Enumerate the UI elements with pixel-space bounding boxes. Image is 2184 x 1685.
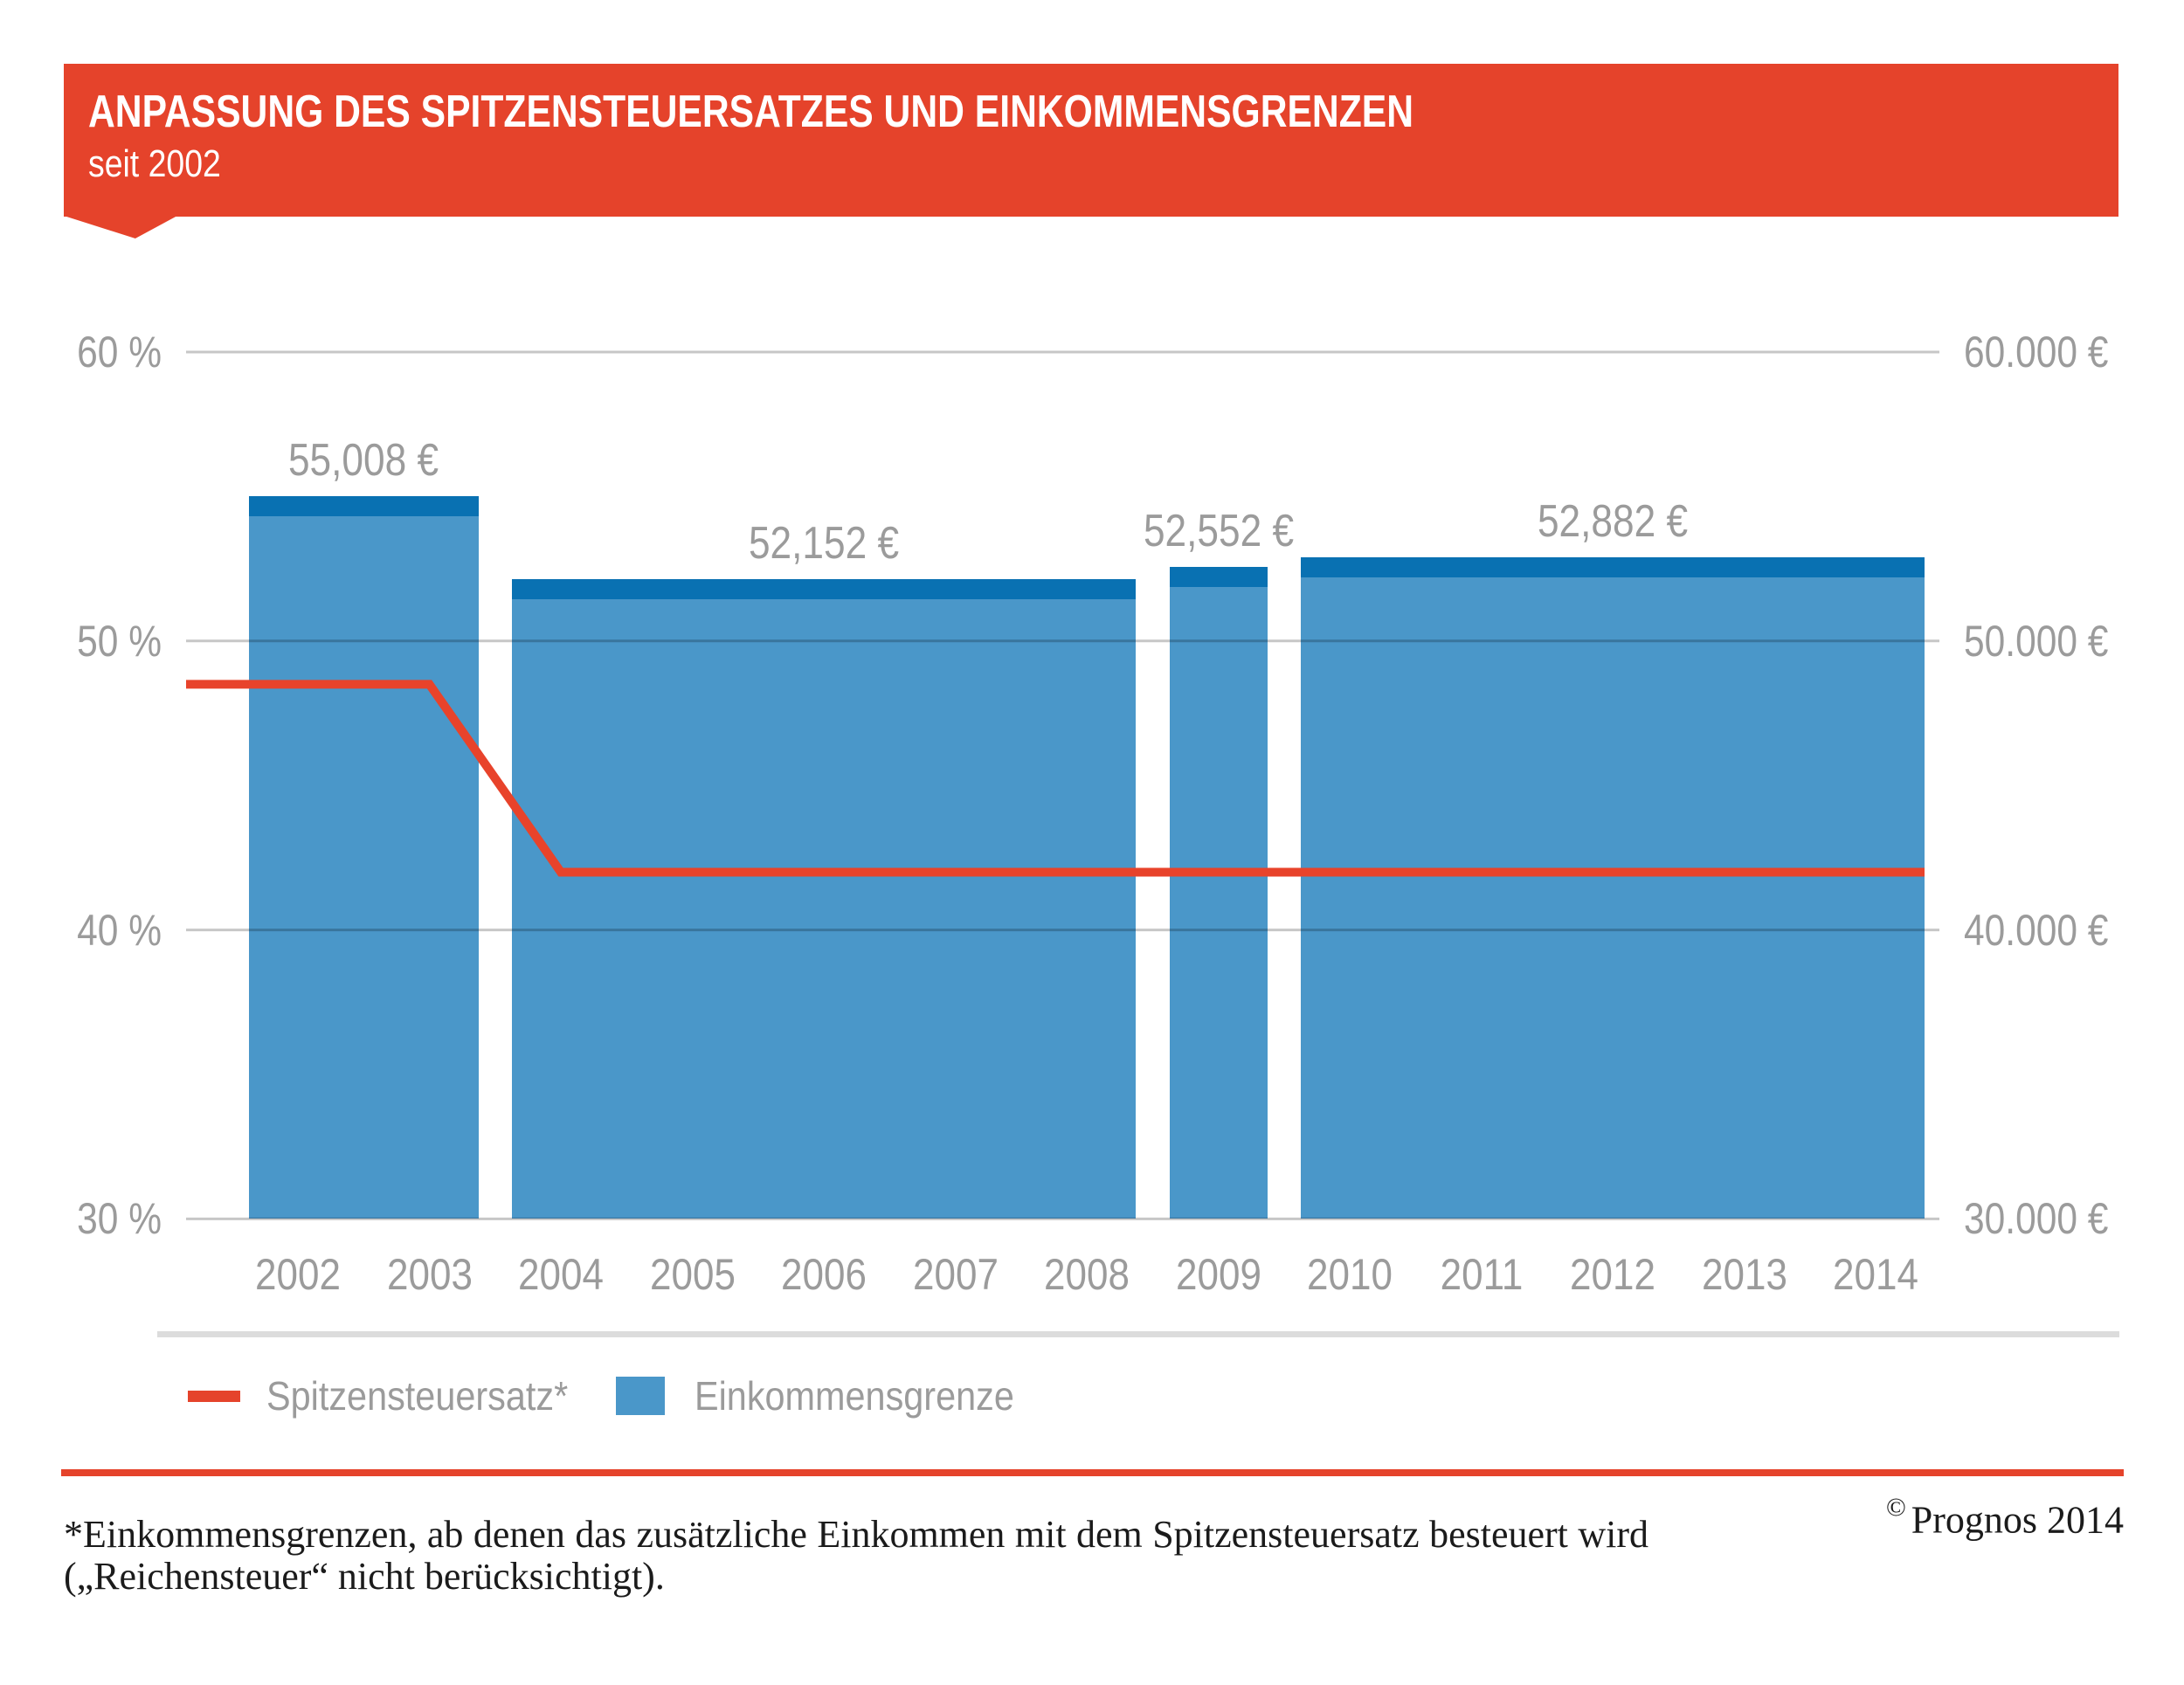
year-label-2010: 2010 [1307,1250,1393,1299]
bar-group-2009-2009 [1169,567,1268,1219]
legend-line-label: Spitzensteuersatz* [266,1373,569,1419]
year-label-2007: 2007 [912,1250,999,1299]
year-label-2014: 2014 [1833,1250,1918,1299]
year-label-2012: 2012 [1570,1250,1655,1299]
page-title: ANPASSUNG DES SPITZENSTEUERSATZES UND EI… [88,86,1414,137]
year-label-2009: 2009 [1175,1250,1261,1299]
y-axis-label-left-30: 30 % [77,1194,162,1244]
copyright-symbol: © [1885,1493,1906,1522]
year-label-2011: 2011 [1440,1250,1523,1299]
header-banner: ANPASSUNG DES SPITZENSTEUERSATZES UND EI… [64,64,2118,217]
y-axis-label-left-40: 40 % [77,905,162,955]
legend-line-swatch [188,1391,240,1402]
legend-bar-label: Einkommensgrenze [695,1373,1014,1419]
y-axis-label-left-60: 60 % [77,328,162,376]
bar-value-label-2004-2008: 52,152 € [748,517,900,569]
bar-value-label-2009-2009: 52,552 € [1143,506,1294,557]
year-label-2005: 2005 [649,1250,736,1299]
bar-cap-2009-2009 [1169,567,1268,588]
legend-bar-swatch [616,1377,665,1415]
year-label-2002: 2002 [255,1250,341,1299]
bar-value-label-2010-2014: 52,882 € [1537,496,1689,548]
year-label-2006: 2006 [781,1250,867,1299]
y-axis-label-left-50: 50 % [77,616,162,666]
x-axis-separator [157,1331,2119,1337]
banner-pointer-icon [64,216,177,238]
copyright: © Prognos 2014 [1886,1490,2124,1542]
bar-group-2004-2008 [512,578,1136,1219]
y-axis-label-right-40: 40.000 € [1964,905,2109,955]
y-axis-label-right-30: 30.000 € [1964,1194,2109,1244]
y-axis-label-right-60: 60.000 € [1964,328,2109,376]
bar-value-label-2002-2003: 55,008 € [288,435,439,487]
y-axis-label-right-50: 50.000 € [1964,616,2109,666]
footnote-line-2: („Reichensteuer“ nicht berücksichtigt). [64,1555,665,1598]
year-label-2008: 2008 [1044,1250,1130,1299]
year-label-2004: 2004 [518,1250,604,1299]
year-label-2003: 2003 [386,1250,473,1299]
footnote-line-1: *Einkommensgrenzen, ab denen das zusätzl… [64,1513,1648,1556]
year-label-2013: 2013 [1701,1250,1787,1299]
bar-cap-2004-2008 [512,578,1136,599]
bar-group-2002-2003 [249,496,479,1219]
page-subtitle: seit 2002 [88,142,221,185]
bar-cap-2010-2014 [1301,557,1925,578]
bar-cap-2002-2003 [249,496,479,517]
bar-group-2010-2014 [1301,557,1925,1219]
footer-rule [61,1469,2124,1476]
copyright-text: Prognos 2014 [1911,1498,2124,1542]
